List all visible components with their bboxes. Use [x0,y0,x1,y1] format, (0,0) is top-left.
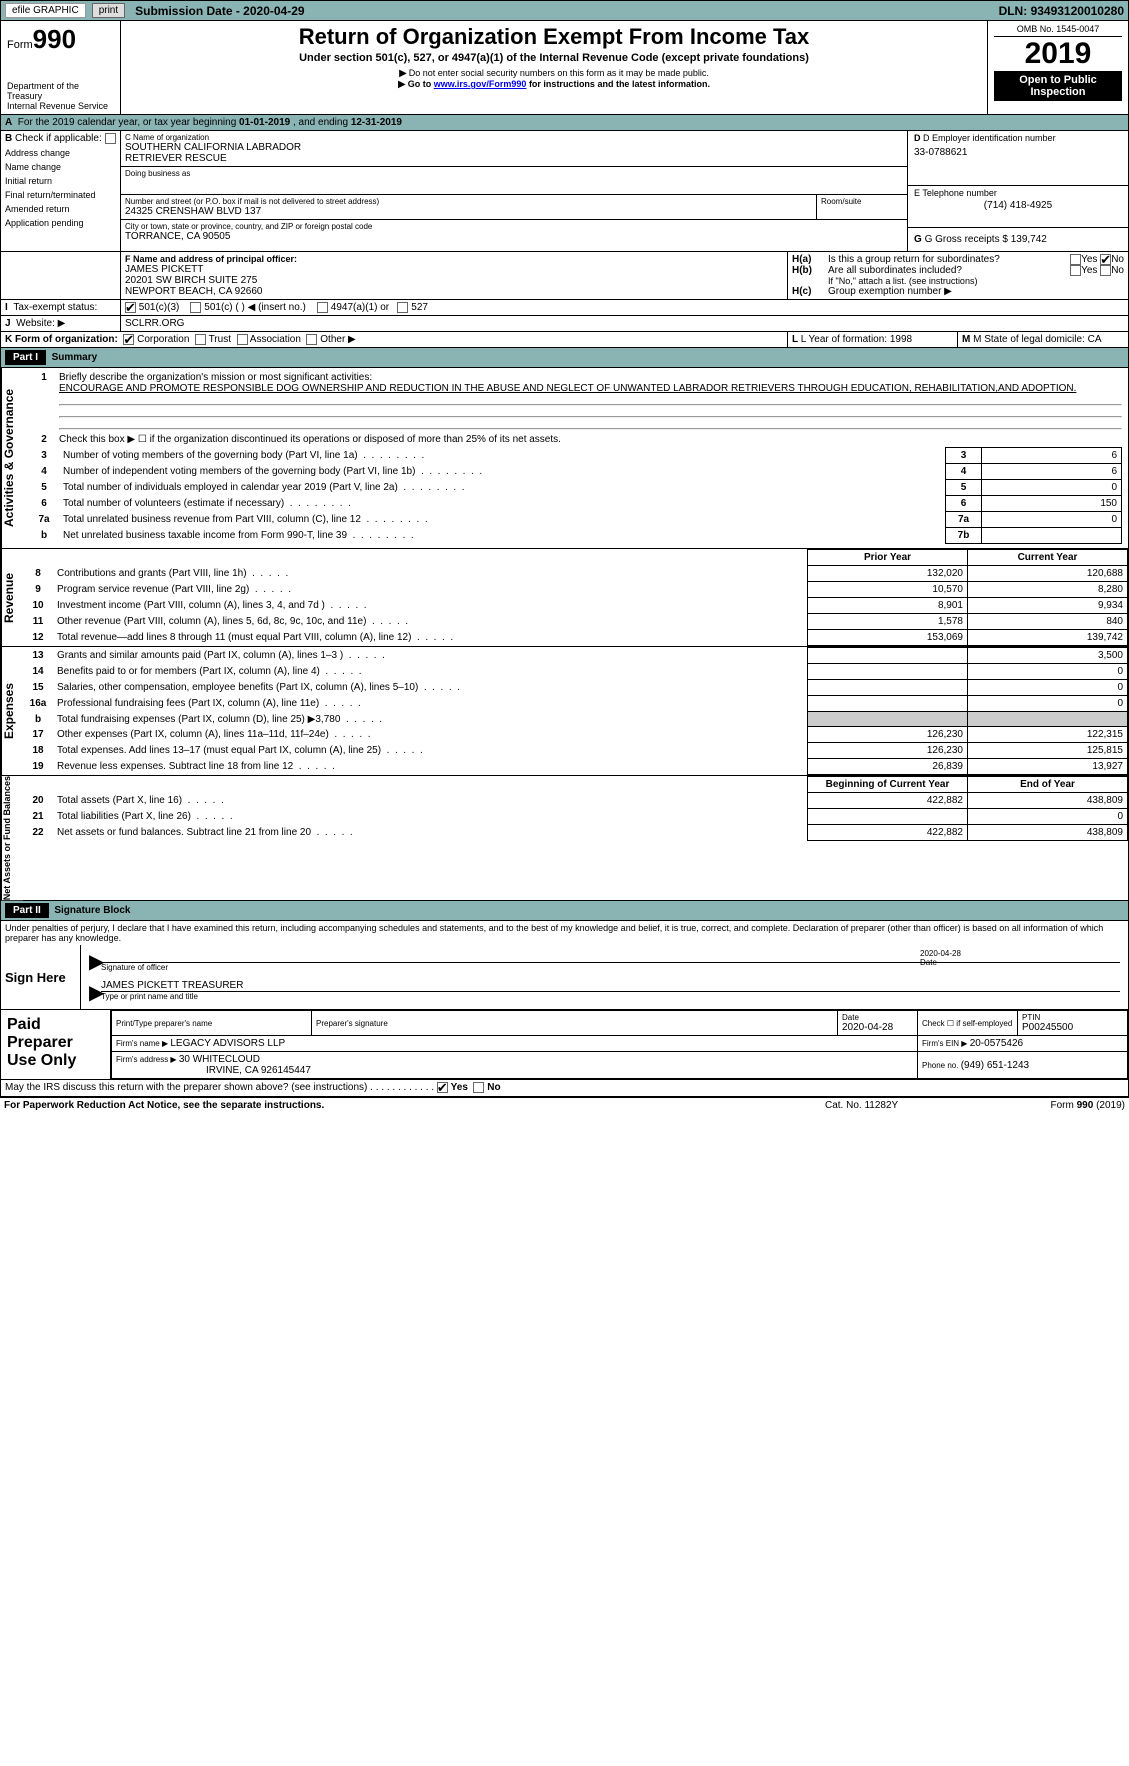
i-501c3[interactable] [125,302,136,313]
i-527[interactable] [397,302,408,313]
part1-netassets: Net Assets or Fund Balances Beginning of… [0,776,1129,901]
year-formation: 1998 [890,334,912,345]
side-expenses: Expenses [1,647,23,775]
paid-preparer-label: Paid Preparer Use Only [1,1010,111,1079]
declaration: Under penalties of perjury, I declare th… [0,921,1129,945]
street-label: Number and street (or P.O. box if mail i… [125,197,812,206]
phone-label: E Telephone number [914,188,1122,198]
org-name-1: SOUTHERN CALIFORNIA LABRADOR [125,142,903,153]
part1-expenses: Expenses 13Grants and similar amounts pa… [0,647,1129,776]
dln: DLN: 93493120010280 [999,4,1124,18]
part1-revenue: Revenue Prior YearCurrent Year 8Contribu… [0,549,1129,647]
chk-amended[interactable]: Amended return [5,204,116,214]
hc-text: Group exemption number ▶ [828,286,952,297]
officer-addr2: NEWPORT BEACH, CA 92660 [125,286,783,297]
part1-header: Part I Summary [0,348,1129,368]
city-label: City or town, state or province, country… [125,222,903,231]
k-assoc[interactable] [237,334,248,345]
officer-addr1: 20201 SW BIRCH SUITE 275 [125,275,783,286]
side-revenue: Revenue [1,549,23,646]
k-other[interactable] [306,334,317,345]
room-label: Room/suite [821,197,903,206]
efile-button[interactable]: efile GRAPHIC [5,3,86,18]
gross-receipts: 139,742 [1011,234,1047,245]
ha-no[interactable] [1100,254,1111,265]
hb-no[interactable] [1100,265,1111,276]
officer-name: JAMES PICKETT [125,264,783,275]
sign-here-block: Sign Here ▶ Signature of officer2020-04-… [0,945,1129,1010]
ha-text: Is this a group return for subordinates? [828,254,1070,265]
k-trust[interactable] [195,334,206,345]
form-header: Form990 Department of the Treasury Inter… [0,21,1129,115]
firm-ein: 20-0575426 [970,1038,1023,1049]
discuss-row: May the IRS discuss this return with the… [0,1080,1129,1096]
submission-date-label: Submission Date - 2020-04-29 [135,4,304,18]
k-corp[interactable] [123,334,134,345]
form-title: Return of Organization Exempt From Incom… [127,24,981,50]
print-button[interactable]: print [92,3,125,18]
ha-yes[interactable] [1070,254,1081,265]
line-a: A For the 2019 calendar year, or tax yea… [0,115,1129,131]
org-name-2: RETRIEVER RESCUE [125,153,903,164]
hb-note: If "No," attach a list. (see instruction… [792,276,1124,286]
revenue-table: Prior YearCurrent Year 8Contributions an… [23,549,1128,646]
part2-header: Part II Signature Block [0,901,1129,921]
street: 24325 CRENSHAW BLVD 137 [125,206,812,217]
chk-pending[interactable]: Application pending [5,218,116,228]
section-b-g: B Check if applicable: Address change Na… [0,131,1129,252]
i-4947[interactable] [317,302,328,313]
discuss-yes[interactable] [437,1082,448,1093]
website: SCLRR.ORG [121,316,1128,331]
tax-year: 2019 [994,37,1122,71]
i-501c[interactable] [190,302,201,313]
form-id: Form990 [7,24,114,55]
firm-addr1: 30 WHITECLOUD [179,1054,260,1065]
chk-address[interactable]: Address change [5,148,116,158]
ein: 33-0788621 [914,147,1122,158]
chk-final[interactable]: Final return/terminated [5,190,116,200]
firm-addr2: IRVINE, CA 926145447 [116,1065,913,1076]
irs-label: Internal Revenue Service [7,101,114,111]
city: TORRANCE, CA 90505 [125,231,903,242]
dba-label: Doing business as [125,169,903,178]
state-domicile: CA [1088,334,1102,345]
open-public: Open to Public Inspection [994,71,1122,101]
line-i: I Tax-exempt status: 501(c)(3) 501(c) ( … [0,299,1129,316]
gross-label: G Gross receipts $ [925,234,1011,245]
footer: For Paperwork Reduction Act Notice, see … [0,1097,1129,1113]
line-klm: K Form of organization: Corporation Trus… [0,332,1129,348]
c-name-label: C Name of organization [125,133,903,142]
hb-text: Are all subordinates included? [828,265,1070,276]
note-goto: Go to www.irs.gov/Form990 for instructio… [127,79,981,90]
side-netassets: Net Assets or Fund Balances [1,776,23,900]
omb: OMB No. 1545-0047 [994,24,1122,37]
side-activities: Activities & Governance [1,368,23,548]
part1-activities: Activities & Governance 1 Briefly descri… [0,368,1129,549]
chk-initial[interactable]: Initial return [5,176,116,186]
mission-text: ENCOURAGE AND PROMOTE RESPONSIBLE DOG OW… [59,383,1122,394]
note-ssn: Do not enter social security numbers on … [127,68,981,79]
officer-name-title: JAMES PICKETT TREASURER [101,980,1120,992]
section-f-h: F Name and address of principal officer:… [0,252,1129,300]
chk-name[interactable]: Name change [5,162,116,172]
l1-label: Briefly describe the organization's miss… [59,372,1122,383]
officer-label: F Name and address of principal officer: [125,254,297,264]
discuss-no[interactable] [473,1082,484,1093]
net-table: Beginning of Current YearEnd of Year 20T… [23,776,1128,841]
sign-here-label: Sign Here [1,945,81,1009]
top-bar: efile GRAPHIC print Submission Date - 20… [0,0,1129,21]
irs-link[interactable]: www.irs.gov/Form990 [434,79,527,89]
phone: (714) 418-4925 [914,200,1122,211]
form-subtitle: Under section 501(c), 527, or 4947(a)(1)… [127,52,981,64]
line-j: J Website: ▶ SCLRR.ORG [0,316,1129,332]
lines-3-7: 3Number of voting members of the governi… [29,447,1122,544]
paid-preparer-block: Paid Preparer Use Only Print/Type prepar… [0,1010,1129,1080]
hb-yes[interactable] [1070,265,1081,276]
ein-label: D Employer identification number [923,133,1056,143]
dept-treasury: Department of the Treasury [7,81,114,101]
expenses-table: 13Grants and similar amounts paid (Part … [23,647,1128,775]
firm-name: LEGACY ADVISORS LLP [170,1038,285,1049]
l2-text: Check this box ▶ ☐ if the organization d… [59,434,1122,445]
firm-phone: (949) 651-1243 [961,1060,1029,1071]
